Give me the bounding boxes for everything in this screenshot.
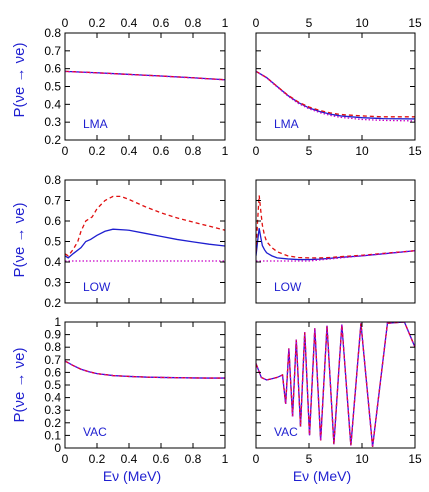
x-tick-label-top: 10 [355, 16, 369, 30]
y-tick-label: 0.4 [44, 391, 61, 405]
x-tick-label: 0.8 [185, 144, 202, 158]
y-tick-label: 0.6 [44, 62, 61, 76]
series-blue-line [256, 70, 415, 120]
x-axis-title-right: Eν (MeV) [293, 468, 351, 484]
panel-5-vac: 0 0.2 0.4 0.6 0.8 100.10.20.30.40.50.60.70.80… [44, 315, 228, 466]
panel-label: LMA [83, 117, 108, 131]
y-tick-label: 0.8 [44, 173, 61, 187]
y-tick-label: 0.2 [44, 296, 61, 310]
x-tick-label: 15 [408, 452, 422, 466]
x-tick-label: 0 [62, 452, 69, 466]
panel-label: VAC [83, 425, 107, 439]
y-tick-label: 0.3 [44, 276, 61, 290]
panel-label: LMA [274, 117, 299, 131]
x-tick-label-top: 0 [253, 16, 260, 30]
x-tick-label-top: 0.4 [121, 16, 138, 30]
series-red-line [65, 195, 225, 257]
x-tick-label: 0 [62, 144, 69, 158]
series-magenta-line [256, 322, 415, 447]
series-magenta-line [256, 70, 415, 122]
y-tick-label: 0.5 [44, 80, 61, 94]
y-tick-label: 0.7 [44, 44, 61, 58]
x-tick-label-top: 0 [62, 16, 69, 30]
x-tick-label: 10 [355, 452, 369, 466]
y-tick-label: 0.4 [44, 255, 61, 269]
y-tick-label: 0.7 [44, 194, 61, 208]
y-axis-title-row1: P(νe → νe) [11, 42, 28, 117]
y-axis-title-row3: P(νe → νe) [11, 347, 28, 422]
y-tick-label: 0.3 [44, 115, 61, 129]
x-tick-label: 0.8 [185, 452, 202, 466]
x-tick-label: 10 [355, 144, 369, 158]
x-tick-label-top: 1 [222, 16, 229, 30]
y-tick-label: 0.8 [44, 26, 61, 40]
y-axis-title-row2: P(νe → νe) [11, 202, 28, 277]
y-tick-label: 0.8 [44, 340, 61, 354]
panel-2-lma: 0 0 5 5 10 10 15 15 LMA [253, 16, 422, 158]
x-tick-label: 0.4 [121, 144, 138, 158]
x-tick-label: 0 [253, 452, 260, 466]
x-axis-title-left: Eν (MeV) [103, 468, 161, 484]
series-red-line [256, 195, 415, 259]
x-tick-label: 0.2 [89, 144, 106, 158]
y-tick-label: 0.6 [44, 365, 61, 379]
y-tick-label: 0 [54, 441, 61, 455]
x-tick-label-top: 15 [408, 16, 422, 30]
panel-label: LOW [83, 280, 111, 294]
y-tick-label: 0.2 [44, 133, 61, 147]
x-tick-label: 0.6 [153, 452, 170, 466]
series-red-line [256, 70, 415, 118]
y-tick-label: 0.1 [44, 428, 61, 442]
x-tick-label: 5 [306, 452, 313, 466]
y-tick-label: 0.6 [44, 214, 61, 228]
series-blue-line [256, 228, 415, 261]
x-tick-label: 1 [222, 452, 229, 466]
x-tick-label: 15 [408, 144, 422, 158]
panel-label: VAC [274, 425, 298, 439]
y-tick-label: 0.2 [44, 416, 61, 430]
x-tick-label-top: 0.2 [89, 16, 106, 30]
panel-3-low: 0.2 0.3 0.4 0.5 0.6 0.7 0.8 LOW [44, 173, 226, 310]
y-tick-label: 0.7 [44, 353, 61, 367]
y-tick-label: 1 [54, 315, 61, 329]
series-blue-line [65, 360, 225, 379]
series-magenta-line [65, 70, 225, 81]
series-red-line [65, 70, 225, 81]
panel-1-lma: 000.20.20.40.40.60.60.80.8110.20.30.40.5… [44, 16, 228, 158]
y-tick-label: 0.4 [44, 97, 61, 111]
y-tick-label: 0.5 [44, 235, 61, 249]
panel-6-vac: 0 5 10 15 VAC [253, 321, 422, 466]
series-red-line [65, 360, 225, 379]
y-tick-label: 0.5 [44, 378, 61, 392]
x-tick-label-top: 0.8 [185, 16, 202, 30]
x-tick-label: 0.6 [153, 144, 170, 158]
y-tick-label: 0.9 [44, 328, 61, 342]
x-tick-label: 1 [222, 144, 229, 158]
series-blue-line [65, 228, 225, 259]
x-tick-label-top: 0.6 [153, 16, 170, 30]
x-tick-label: 0.2 [89, 452, 106, 466]
y-tick-label: 0.3 [44, 403, 61, 417]
panel-4-low: LOW [255, 179, 416, 304]
x-tick-label-top: 5 [306, 16, 313, 30]
x-tick-label: 0 [253, 144, 260, 158]
x-tick-label: 5 [306, 144, 313, 158]
x-tick-label: 0.4 [121, 452, 138, 466]
panel-label: LOW [274, 280, 302, 294]
series-magenta-line [65, 360, 225, 379]
